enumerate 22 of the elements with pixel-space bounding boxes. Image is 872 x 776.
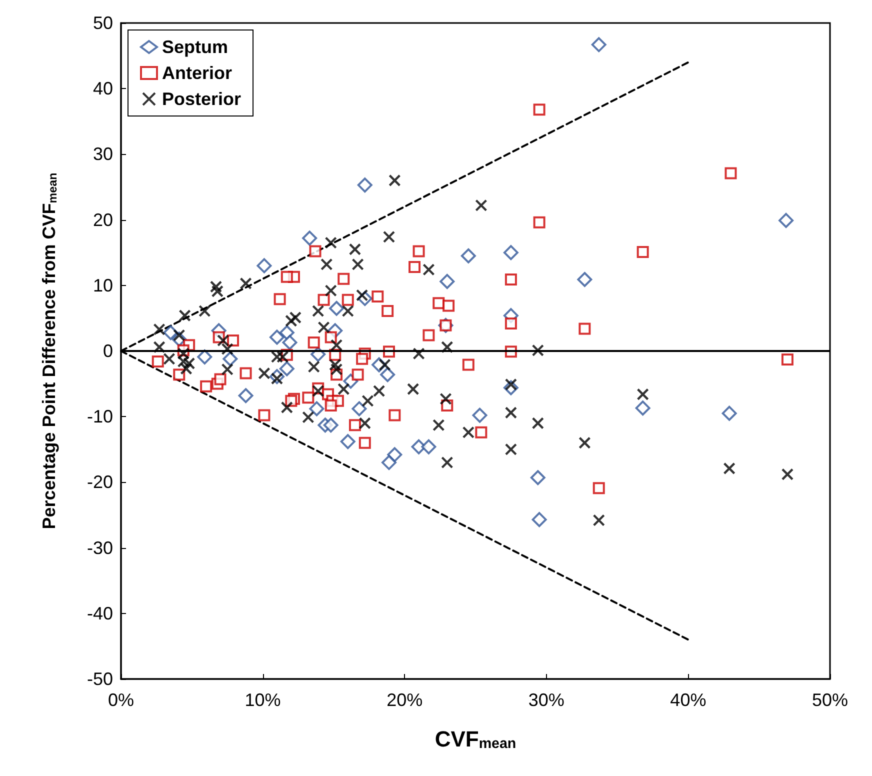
- y-tick-label: -20: [86, 472, 113, 492]
- y-tick-label: 50: [92, 13, 113, 33]
- x-tick-label: 10%: [244, 690, 281, 710]
- legend-label: Septum: [162, 37, 228, 57]
- y-tick-label: -50: [86, 669, 113, 689]
- y-tick-label: 20: [92, 210, 113, 230]
- y-tick-label: -40: [86, 603, 113, 624]
- x-tick-label: 30%: [528, 690, 564, 710]
- y-axis-title: Percentage Point Difference from CVFmean: [38, 172, 60, 530]
- y-tick-label: -30: [86, 538, 113, 558]
- x-axis-title: CVFmean: [434, 726, 516, 752]
- x-tick-label: 20%: [386, 690, 423, 710]
- y-tick-label: 40: [92, 78, 113, 99]
- x-tick-label: 0%: [108, 690, 134, 710]
- x-tick-label: 40%: [670, 690, 706, 710]
- y-tick-label: 0: [102, 341, 113, 361]
- y-tick-label: 30: [92, 144, 113, 164]
- y-tick-label: -10: [86, 406, 113, 427]
- y-tick-label: 10: [92, 275, 113, 296]
- x-tick-label: 50%: [812, 690, 848, 710]
- legend-label: Posterior: [162, 89, 242, 109]
- legend-label: Anterior: [162, 63, 232, 83]
